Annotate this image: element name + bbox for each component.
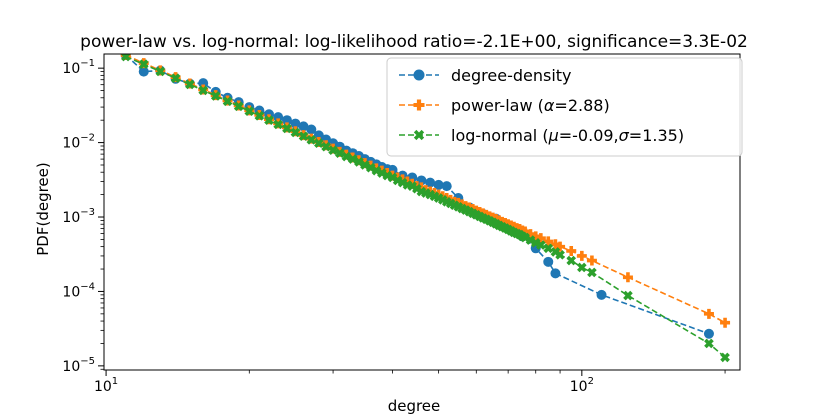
data-point-power-law-30: [392, 172, 403, 183]
data-point-log-normal-3: [170, 73, 181, 84]
series-log-normal: [120, 54, 730, 363]
data-point-degree-density-34: [433, 179, 444, 190]
x-tick-label-1: 102: [570, 376, 594, 395]
plot-frame: [103, 53, 741, 371]
y-tick-label-2: 10−3: [62, 207, 95, 226]
legend: degree-density power-law (α=2.88) log-no…: [386, 57, 743, 157]
data-point-degree-density-33: [425, 177, 436, 188]
data-point-degree-density-35: [441, 181, 452, 192]
data-point-degree-density-44: [550, 268, 561, 279]
data-point-power-law-68: [535, 233, 546, 244]
data-point-degree-density-43: [543, 256, 554, 267]
data-point-log-normal-10: [254, 111, 265, 121]
data-point-log-normal-13: [282, 123, 292, 134]
y-tick-label-0: 10−1: [62, 58, 95, 77]
data-point-log-normal-18: [321, 141, 331, 152]
data-point-log-normal-11: [264, 115, 274, 125]
data-point-log-normal-7: [222, 96, 233, 107]
data-point-power-law-69: [543, 236, 554, 247]
y-tick-label-3: 10−4: [62, 281, 95, 300]
x-tick-label-0: 101: [94, 376, 118, 395]
data-point-log-normal-22: [347, 154, 358, 164]
data-point-log-normal-25: [365, 162, 376, 173]
data-point-power-law-28: [382, 168, 393, 179]
data-point-log-normal-27: [377, 168, 387, 178]
legend-entry-power-law: power-law (α=2.88): [399, 96, 610, 115]
data-point-log-normal-76: [704, 338, 714, 349]
data-point-log-normal-14: [290, 127, 301, 138]
data-point-log-normal-23: [354, 157, 364, 167]
data-point-log-normal-75: [623, 290, 633, 301]
data-point-log-normal-9: [244, 106, 255, 117]
data-point-log-normal-65: [520, 232, 530, 243]
data-point-power-law-75: [622, 272, 633, 283]
y-tick-label-4: 10−5: [62, 356, 95, 375]
data-point-degree-density-1: [138, 66, 149, 77]
legend-label-power-law: power-law (α=2.88): [451, 96, 610, 115]
legend-entry-degree-density: degree-density: [399, 66, 572, 85]
data-point-log-normal-2: [155, 66, 166, 77]
legend-marker-degree-density: [413, 69, 425, 81]
data-point-power-law-32: [402, 176, 413, 187]
x-axis-label: degree: [388, 397, 441, 415]
data-point-power-law-74: [586, 255, 597, 266]
data-point-power-law-65: [520, 226, 531, 237]
data-point-log-normal-6: [210, 91, 221, 101]
data-point-log-normal-24: [360, 160, 370, 170]
data-point-degree-density-14: [290, 118, 301, 129]
series-layer: [120, 54, 731, 363]
data-point-degree-density-16: [306, 124, 317, 135]
data-point-degree-density-46: [703, 328, 714, 339]
legend-box: [386, 57, 743, 157]
data-point-degree-density-5: [198, 78, 209, 89]
data-point-log-normal-68: [536, 240, 546, 250]
data-point-log-normal-12: [273, 119, 283, 130]
data-point-log-normal-73: [577, 262, 587, 273]
legend-label-log-normal: log-normal (μ=-0.09,σ=1.35): [451, 126, 684, 145]
legend-marker-power-law: [413, 99, 425, 111]
legend-entry-log-normal: log-normal (μ=-0.09,σ=1.35): [399, 126, 684, 145]
data-point-log-normal-26: [371, 165, 382, 176]
data-point-log-normal-17: [314, 138, 324, 149]
y-tick-label-1: 10−2: [62, 133, 95, 152]
data-point-power-law-66: [525, 229, 536, 240]
data-point-power-law-76: [703, 308, 714, 319]
data-point-log-normal-1: [138, 59, 149, 70]
data-point-log-normal-74: [587, 267, 597, 278]
data-point-log-normal-72: [566, 255, 577, 266]
data-point-log-normal-4: [185, 79, 195, 90]
data-point-degree-density-15: [298, 121, 309, 132]
chart-title: power-law vs. log-normal: log-likelihood…: [80, 32, 748, 52]
data-point-power-law-73: [576, 250, 587, 261]
data-point-degree-density-17: [313, 130, 324, 141]
data-point-log-normal-71: [555, 250, 565, 260]
data-point-power-law-70: [550, 239, 561, 250]
data-point-power-law-31: [397, 174, 408, 185]
data-point-log-normal-77: [720, 352, 730, 363]
data-point-power-law-71: [555, 241, 566, 252]
data-point-degree-density-45: [596, 289, 607, 300]
data-point-power-law-77: [720, 317, 731, 328]
data-point-log-normal-16: [306, 135, 317, 145]
data-point-log-normal-20: [335, 148, 345, 159]
data-point-log-normal-15: [298, 131, 309, 141]
data-point-log-normal-5: [198, 85, 208, 96]
y-axis-label: PDF(degree): [34, 162, 52, 256]
data-point-log-normal-21: [341, 151, 352, 162]
data-point-power-law-67: [530, 231, 541, 242]
data-point-log-normal-8: [233, 101, 244, 112]
legend-label-degree-density: degree-density: [451, 66, 572, 85]
data-point-degree-density-32: [416, 175, 427, 186]
axes-layer: 101 102 10−1 10−2 10−3 10−4 10−5: [62, 53, 741, 395]
legend-marker-log-normal: [413, 129, 425, 141]
data-point-power-law-35: [416, 182, 427, 193]
data-point-degree-density-12: [273, 112, 284, 123]
data-point-log-normal-19: [328, 145, 338, 156]
data-point-log-normal-69: [543, 243, 554, 254]
data-point-power-law-72: [566, 245, 577, 256]
data-point-degree-density-13: [281, 115, 292, 126]
